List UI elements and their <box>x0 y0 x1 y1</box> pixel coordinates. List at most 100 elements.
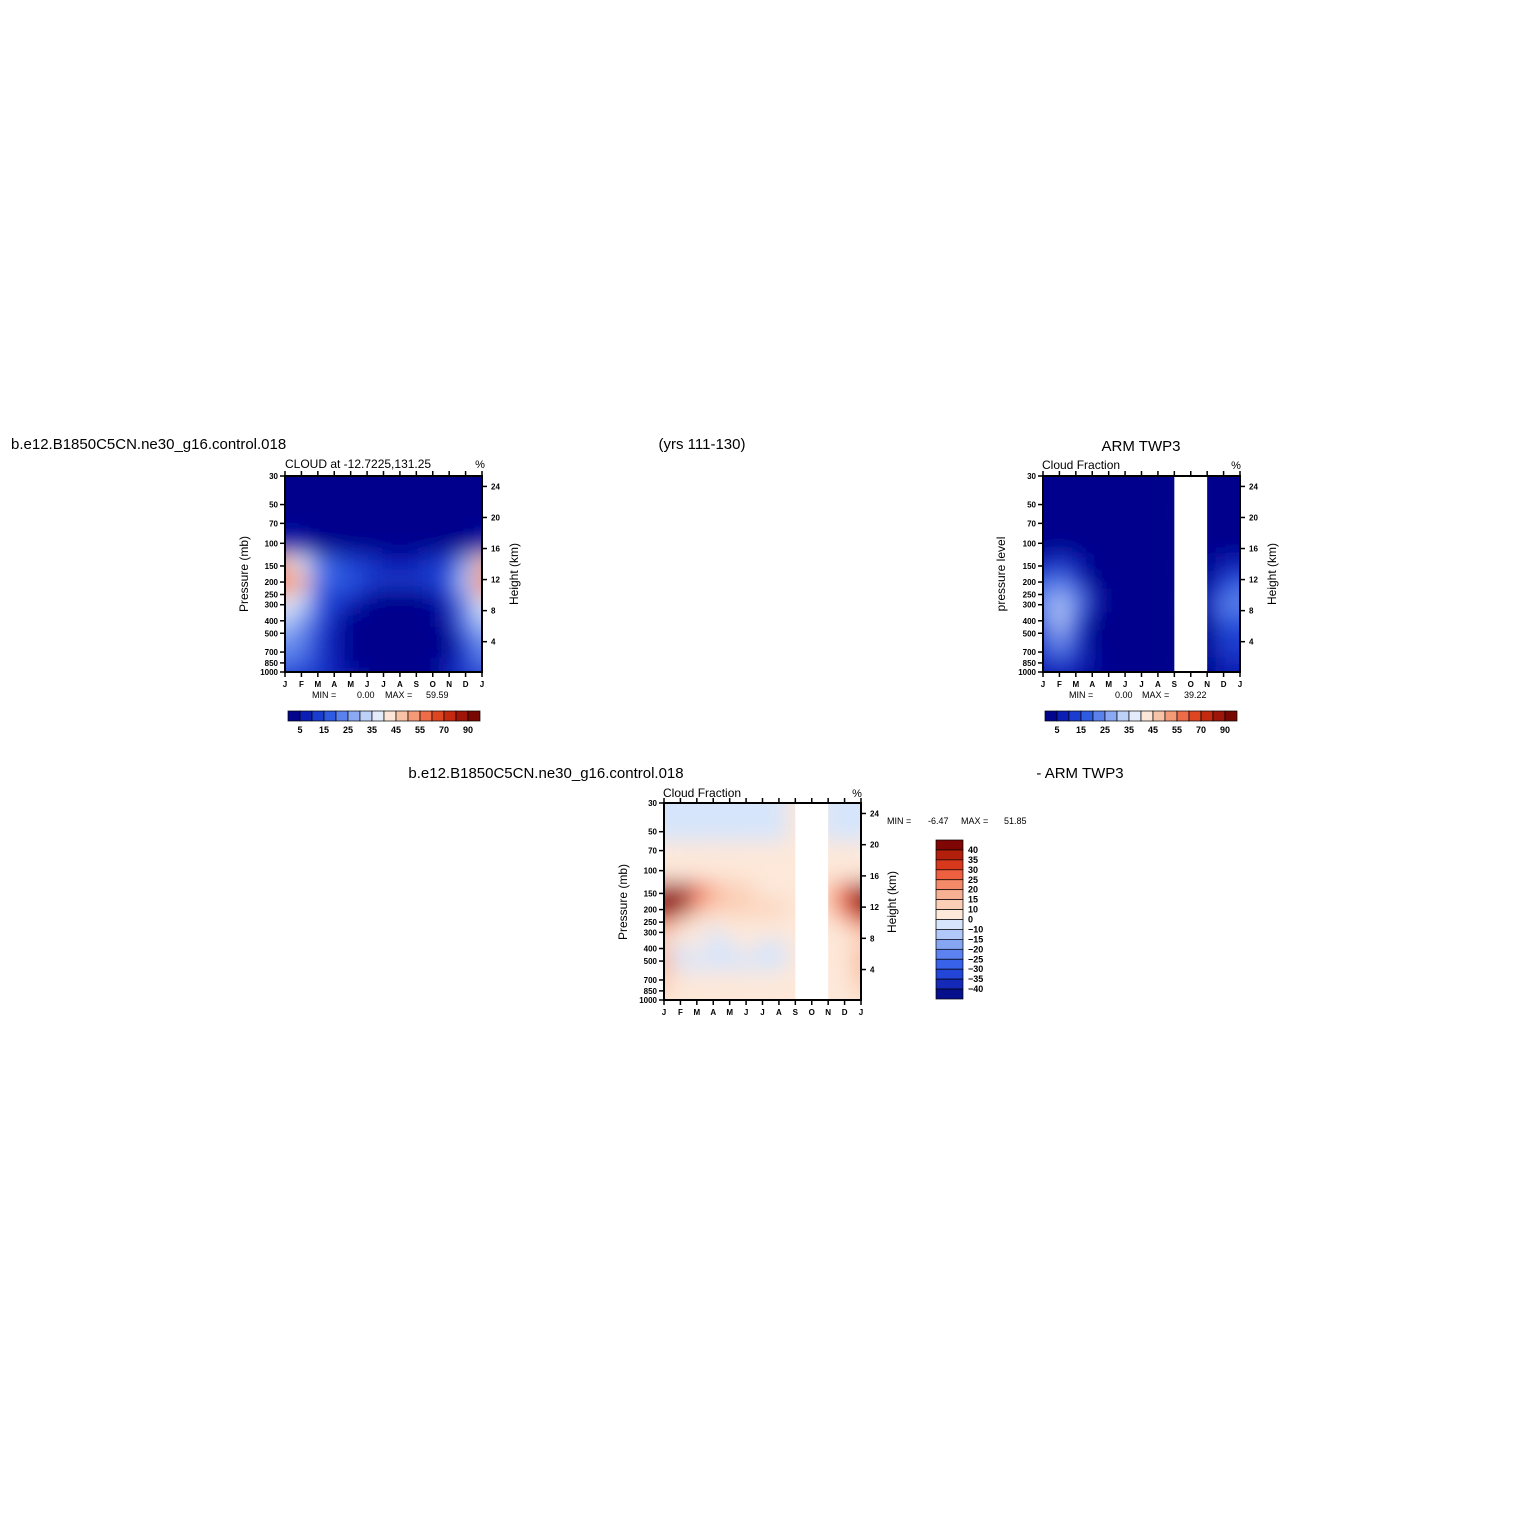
data-cell <box>754 940 771 955</box>
data-cell <box>754 803 771 818</box>
data-cell <box>664 970 673 986</box>
right-tick-label: 8 <box>491 607 496 616</box>
data-cell <box>1215 513 1232 534</box>
data-cell <box>326 513 343 534</box>
data-cell <box>293 657 310 668</box>
data-cell <box>1051 533 1068 555</box>
data-cell <box>852 803 861 818</box>
data-cell <box>285 513 294 534</box>
colorbar-label: −10 <box>968 924 983 934</box>
colorbar-label: 30 <box>968 865 978 875</box>
data-cell <box>705 927 722 941</box>
data-cell <box>358 612 376 628</box>
colorbar-label: −25 <box>968 954 983 964</box>
data-cell <box>326 533 343 555</box>
colorbar-swatch <box>935 909 964 920</box>
missing-data-band <box>1174 476 1208 672</box>
colorbar-swatch <box>1080 710 1094 722</box>
right-tick-label: 8 <box>870 934 875 943</box>
data-cell <box>293 612 310 628</box>
data-cell <box>1133 490 1150 514</box>
data-cell <box>754 995 771 1000</box>
x-tick-label: N <box>1204 680 1210 689</box>
data-cell <box>1231 554 1240 574</box>
colorbar-swatch <box>935 849 964 861</box>
data-cell <box>705 954 722 971</box>
difference-panel: Cloud Fraction % Pressure (mb) Height (k… <box>616 786 1027 1017</box>
colorbar-swatch <box>407 710 421 722</box>
data-cell <box>664 915 673 928</box>
data-cell <box>1149 574 1167 589</box>
colorbar-label: −15 <box>968 934 983 944</box>
data-cell <box>342 599 359 613</box>
colorbar-swatch <box>935 839 964 851</box>
colorbar-swatch <box>1200 710 1214 722</box>
data-cell <box>754 970 771 986</box>
colorbar: 5 15 25 35 45 55 70 90 <box>287 710 481 735</box>
data-cell <box>358 476 376 491</box>
data-cell <box>754 841 771 861</box>
data-cell <box>754 915 771 928</box>
data-cell <box>688 841 706 861</box>
data-cell <box>358 599 376 613</box>
colorbar-label: 0 <box>968 915 973 925</box>
data-cell <box>737 860 755 883</box>
min-label: MIN = <box>887 816 911 826</box>
data-cell <box>705 940 722 955</box>
data-cell <box>836 970 853 986</box>
data-cell <box>293 574 310 589</box>
data-cell <box>1067 599 1085 613</box>
data-cell <box>1149 667 1167 672</box>
data-cell <box>1051 642 1068 658</box>
difference-field <box>664 803 861 1000</box>
data-cell <box>1084 612 1101 628</box>
data-cell <box>440 657 458 668</box>
y-tick-label: 300 <box>1023 601 1037 610</box>
data-cell <box>664 927 673 941</box>
data-cell <box>440 588 458 600</box>
data-cell <box>688 915 706 928</box>
data-cell <box>391 588 409 600</box>
data-cell <box>836 915 853 928</box>
colorbar-swatch <box>431 710 445 722</box>
colorbar-swatch <box>1224 710 1238 722</box>
y-tick-label: 1000 <box>260 668 278 677</box>
data-cell <box>391 667 409 672</box>
max-label: MAX = <box>961 816 988 826</box>
data-cell <box>473 642 482 658</box>
data-cell <box>408 657 425 668</box>
max-value: 39.22 <box>1184 690 1207 700</box>
min-value: 0.00 <box>1115 690 1133 700</box>
data-cell <box>1051 554 1068 574</box>
data-cell <box>1084 627 1101 643</box>
data-cell <box>737 817 755 842</box>
right-tick-label: 24 <box>491 482 500 491</box>
data-cell <box>342 612 359 628</box>
y-tick-label: 250 <box>265 591 279 600</box>
data-cell <box>326 612 343 628</box>
data-cell <box>408 513 425 534</box>
data-cell <box>285 554 294 574</box>
data-cell <box>424 513 441 534</box>
data-cell <box>440 533 458 555</box>
data-cell <box>836 817 853 842</box>
colorbar-swatch <box>467 710 481 722</box>
data-cell <box>342 657 359 668</box>
data-cell <box>424 533 441 555</box>
x-tick-label: J <box>760 1008 764 1017</box>
colorbar-swatch <box>935 968 964 980</box>
y-tick-label: 100 <box>265 539 279 548</box>
data-cell <box>1100 490 1117 514</box>
y-tick-label: 30 <box>269 472 278 481</box>
data-cell <box>1116 476 1134 491</box>
data-cell <box>1116 612 1134 628</box>
y-tick-label: 50 <box>648 828 657 837</box>
data-cell <box>664 817 673 842</box>
data-cell <box>1051 588 1068 600</box>
colorbar-label: 90 <box>1220 725 1230 735</box>
data-cell <box>836 803 853 818</box>
x-tick-label: F <box>1057 680 1062 689</box>
data-cell <box>770 882 788 902</box>
data-cell <box>1149 513 1167 534</box>
data-cell <box>391 490 409 514</box>
